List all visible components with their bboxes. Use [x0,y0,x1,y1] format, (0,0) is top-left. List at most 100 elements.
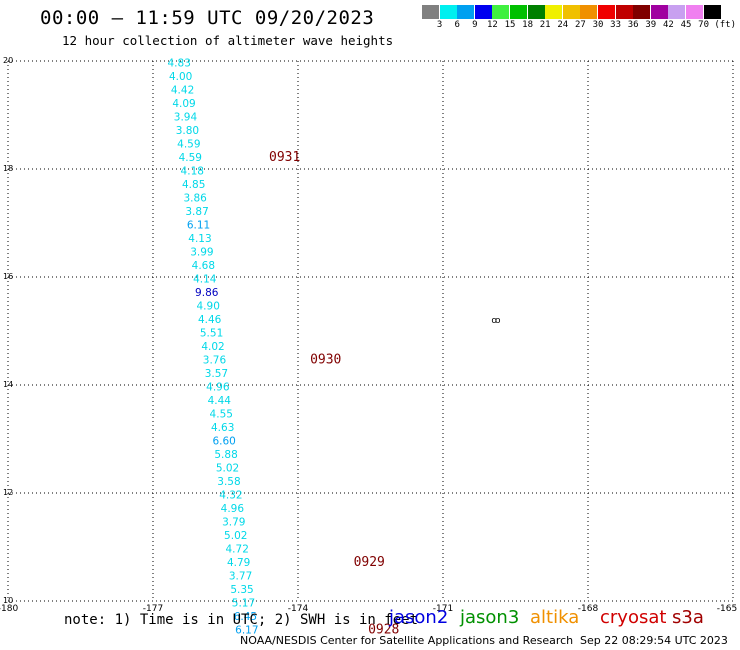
island-outline: ꝏ [491,316,500,326]
wave-height-value: 3.57 [205,368,228,380]
legend-swatch [492,5,510,19]
wave-height-value: 5.17 [232,597,255,609]
wave-height-value: 4.96 [206,381,230,393]
footer-note: note: 1) Time is in UTC; 2) SWH is in fe… [64,612,419,628]
satellite-altika: altika [530,607,580,628]
wave-height-value: 4.44 [208,395,232,407]
legend-swatch [527,5,545,19]
x-tick-label: -177 [143,604,163,614]
legend-swatch [686,5,703,19]
wave-height-value: 3.86 [183,192,207,204]
legend-label: 3 [436,20,443,30]
y-tick-label: 20 [3,56,13,65]
wave-height-value: 4.32 [219,489,242,501]
legend-label: 21 [539,20,551,30]
x-tick-label: -171 [433,604,453,614]
legend-label: 42 [662,20,674,30]
wave-height-value: 4.55 [210,408,233,420]
legend-swatch [615,5,633,19]
legend-label: 33 [610,20,622,30]
wave-height-value: 4.46 [198,314,222,326]
wave-height-value: 4.18 [181,165,204,177]
legend-label: 15 [504,20,516,30]
legend-label: 45 [680,20,692,30]
y-tick-label: 12 [3,488,13,497]
wave-height-value: 4.79 [227,557,250,569]
satellite-cryosat: cryosat [600,607,667,628]
chart-subtitle: 12 hour collection of altimeter wave hei… [62,33,394,48]
legend-label: 36 [627,20,639,30]
wave-height-value: 3.99 [190,246,213,258]
wave-height-value: 4.90 [197,300,220,312]
wave-height-value: 6.45 [234,611,257,623]
wave-height-value: 4.42 [171,84,194,96]
wave-height-value: 4.83 [168,57,191,69]
wave-height-value: 4.13 [188,233,211,245]
wave-height-value: 4.72 [226,543,249,555]
satellite-s3a: s3a [672,607,704,628]
legend-label: 24 [557,20,569,30]
wave-height-value: 4.68 [192,260,215,272]
wave-height-value: 4.00 [169,71,192,83]
legend-label: 12 [486,20,498,30]
wave-height-value: 6.17 [235,624,258,636]
legend-unit: (ft) [714,20,737,30]
wave-height-value: 5.35 [230,584,253,596]
wave-height-value: 6.11 [187,219,210,231]
legend-label: 27 [574,20,586,30]
legend-label: 39 [645,20,657,30]
wave-height-value: 4.59 [177,138,200,150]
legend-label: 9 [472,20,478,30]
pass-time-label: 0930 [310,352,341,367]
wave-height-value: 4.63 [211,422,234,434]
wave-height-value: 3.58 [217,476,240,488]
legend-swatch [650,5,668,19]
wave-height-value: 9.86 [195,287,219,299]
chart-title: 00:00 – 11:59 UTC 09/20/2023 [40,7,375,29]
wave-height-value: 3.80 [176,125,199,137]
wave-height-value: 5.02 [216,462,239,474]
wave-height-value: 3.94 [174,111,198,123]
x-tick-label: -168 [578,604,599,614]
wave-height-value: 4.96 [221,503,245,515]
wave-height-value: 4.85 [182,179,205,191]
wave-height-value: 4.02 [201,341,224,353]
wave-height-value: 5.51 [200,327,223,339]
legend-swatch [422,5,439,19]
y-tick-label: 14 [3,380,13,389]
credit-line: NOAA/NESDIS Center for Satellite Applica… [240,634,574,647]
y-tick-label: 18 [3,164,13,173]
wave-height-value: 4.59 [179,152,202,164]
legend-swatch [510,5,527,19]
legend-label: 6 [454,20,460,30]
x-tick-label: -165 [717,604,737,614]
legend-swatch [633,5,651,19]
y-tick-label: 10 [3,596,13,605]
satellite-jason2: jason2 [389,607,449,628]
y-tick-label: 16 [3,272,13,281]
satellite-jason3: jason3 [460,607,520,628]
wave-height-value: 3.79 [222,516,245,528]
legend-swatch [580,5,598,19]
legend-swatch [703,5,721,19]
legend-swatch [598,5,615,19]
generation-timestamp: Sep 22 08:29:54 UTC 2023 [580,634,728,647]
pass-time-label: 0931 [269,150,300,165]
wave-height-value: 5.88 [214,449,237,461]
legend-swatch [562,5,580,19]
wave-height-value: 4.14 [193,273,217,285]
pass-time-label: 0929 [354,555,385,570]
wave-height-value: 5.02 [224,530,247,542]
x-tick-label: -174 [288,604,309,614]
legend-label: 18 [522,20,534,30]
legend-swatch [545,5,563,19]
legend-swatch [668,5,686,19]
wave-height-value: 3.87 [185,206,208,218]
pass-time-label: 0928 [368,622,399,637]
x-tick-label: -180 [0,604,18,614]
wave-height-value: 4.09 [172,98,195,110]
legend-swatch [474,5,492,19]
wave-height-value: 3.77 [229,570,252,582]
wave-height-value: 6.60 [212,435,235,447]
